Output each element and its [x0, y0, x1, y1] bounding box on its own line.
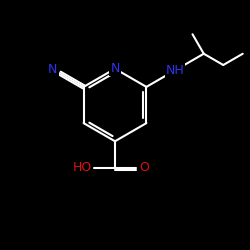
Text: O: O — [139, 161, 149, 174]
Text: N: N — [110, 62, 120, 75]
Text: HO: HO — [73, 161, 92, 174]
Text: N: N — [48, 62, 58, 76]
Text: NH: NH — [166, 64, 184, 77]
